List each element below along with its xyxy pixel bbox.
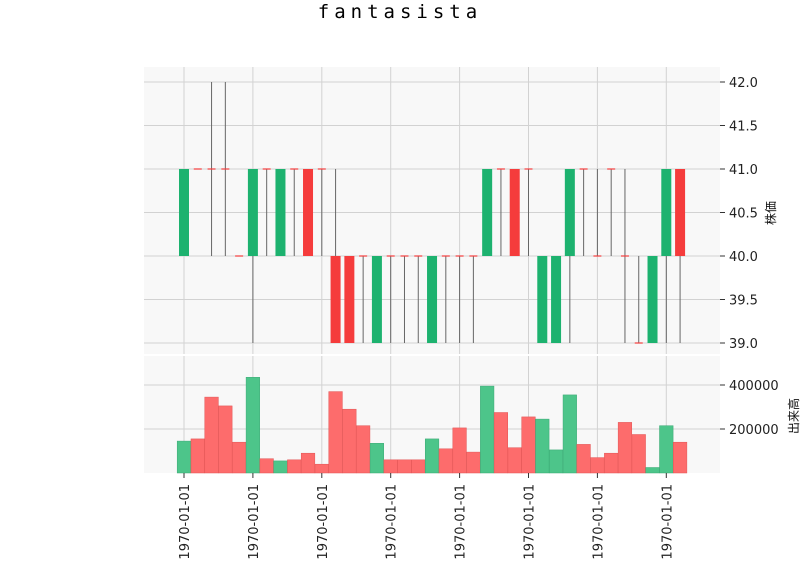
price-tick-label: 40.0: [729, 250, 758, 265]
candle-body: [551, 256, 562, 343]
candle-body: [564, 169, 575, 256]
volume-bar: [507, 447, 522, 474]
volume-bars: [176, 377, 688, 474]
volume-bar: [383, 459, 398, 474]
volume-tick-label: 400000: [729, 379, 779, 394]
volume-bar: [300, 452, 316, 474]
candle-body: [537, 256, 548, 343]
volume-bar: [466, 451, 481, 474]
x-tick-label: 1970-01-01: [454, 484, 469, 560]
volume-bar: [617, 422, 633, 474]
candle-body: [482, 169, 493, 256]
x-tick-label: 1970-01-01: [385, 484, 400, 560]
volume-bar: [659, 425, 674, 474]
price-tick-label: 39.0: [729, 337, 758, 352]
candle-body: [179, 169, 189, 256]
volume-bar: [549, 449, 564, 474]
x-tick-label: 1970-01-01: [247, 484, 262, 560]
chart-title: fantasista: [318, 1, 482, 23]
price-axis-label: 株価: [763, 201, 778, 225]
volume-bar: [259, 458, 274, 474]
volume-bar: [590, 457, 605, 474]
volume-bar: [562, 394, 577, 474]
volume-bar: [645, 467, 660, 474]
candle-body: [303, 169, 314, 256]
x-tick-label: 1970-01-01: [660, 484, 675, 560]
volume-bar: [576, 444, 591, 474]
price-tick-label: 39.5: [729, 294, 758, 309]
volume-bar: [218, 405, 233, 474]
volume-bar: [521, 416, 536, 474]
volume-bar: [342, 408, 357, 474]
volume-bar: [232, 441, 247, 474]
volume-bar: [356, 425, 371, 474]
volume-bar: [287, 459, 302, 474]
volume-bar: [493, 412, 508, 474]
x-axis: 1970-01-01 1970-01-01 1970-01-01 1970-01-01…: [178, 473, 675, 560]
volume-bar: [631, 434, 646, 474]
volume-bar: [204, 396, 219, 474]
volume-bar: [314, 463, 329, 474]
x-tick-label: 1970-01-01: [316, 484, 331, 560]
volume-bar: [245, 377, 260, 474]
x-tick-label: 1970-01-01: [591, 484, 606, 560]
volume-bar: [480, 385, 495, 474]
volume-tick-label: 200000: [729, 423, 779, 438]
candle-body: [344, 256, 355, 343]
price-tick-label: 41.5: [729, 120, 758, 135]
volume-bar: [273, 460, 288, 474]
volume-bar: [328, 391, 343, 474]
volume-bar: [604, 452, 619, 474]
volume-axis: 200000 400000: [720, 379, 779, 438]
volume-bar: [411, 459, 426, 474]
candle-body: [647, 256, 658, 343]
x-tick-label: 1970-01-01: [523, 484, 538, 560]
candle-body: [427, 256, 438, 343]
price-tick-label: 41.0: [729, 163, 758, 178]
candle-body: [275, 169, 286, 256]
volume-bar: [424, 438, 440, 474]
candle-body: [330, 256, 341, 343]
price-tick-label: 40.5: [729, 207, 758, 222]
volume-axis-label: 出来高: [786, 398, 800, 434]
price-tick-label: 42.0: [729, 76, 758, 91]
volume-bar: [397, 459, 412, 474]
candle-body: [661, 169, 672, 256]
volume-bar: [369, 443, 384, 474]
price-axis: 39.0 39.5 40.0 40.5 41.0 41.5 42.0: [720, 76, 758, 352]
candles: [179, 82, 686, 344]
volume-bar: [176, 440, 192, 474]
volume-bar: [190, 438, 205, 474]
volume-bar: [535, 418, 550, 474]
candle-body: [509, 169, 520, 256]
candle-body: [675, 169, 686, 256]
x-tick-label: 1970-01-01: [178, 484, 193, 560]
candle-body: [371, 256, 382, 343]
volume-bar: [673, 441, 688, 474]
volume-bar: [452, 427, 467, 474]
volume-bar: [438, 448, 453, 474]
candle-body: [247, 169, 258, 256]
